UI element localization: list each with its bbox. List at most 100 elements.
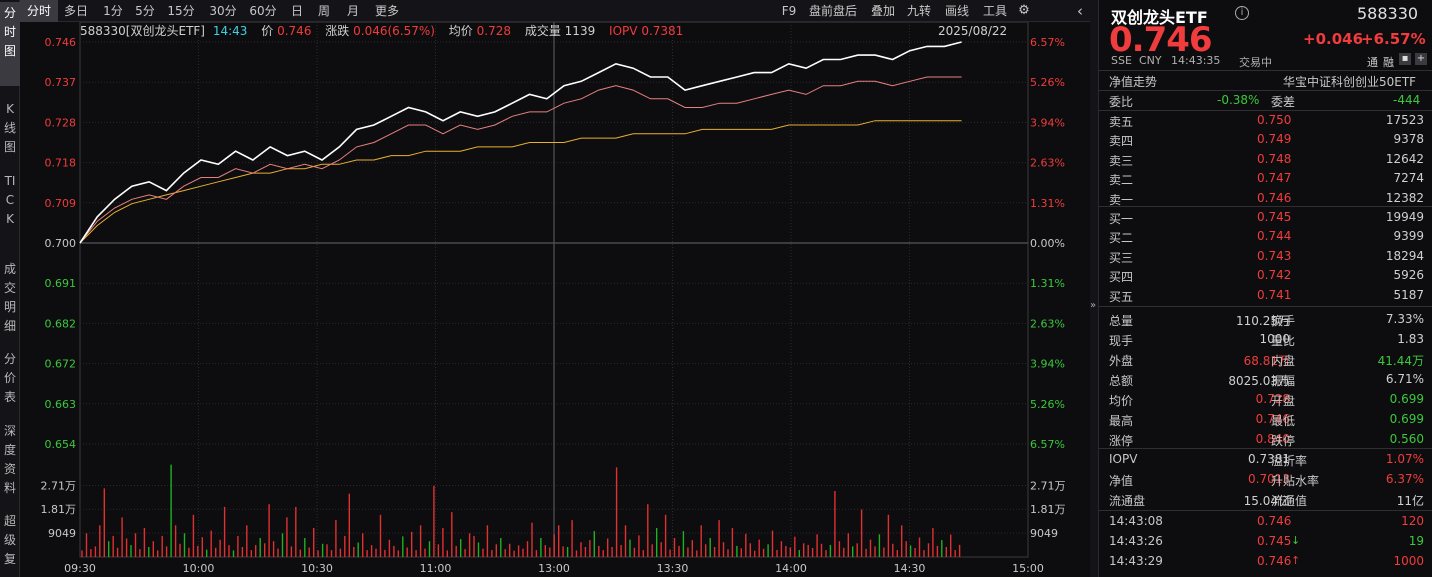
stat-label: 最高 — [1109, 414, 1134, 428]
meta-item: 14:43:35 — [1171, 54, 1221, 67]
tool-3-button[interactable]: 九转 — [906, 4, 931, 18]
big-change-pct: +6.57% — [1361, 30, 1426, 48]
stat-value: 1000 — [1259, 332, 1290, 346]
stat-label: 升贴水率 — [1271, 474, 1320, 488]
volume-bars — [81, 464, 961, 557]
price-tick-label: 0.737 — [45, 76, 77, 89]
book-level-label: 卖二 — [1109, 173, 1134, 188]
panel-collapse-handle[interactable]: » — [1090, 0, 1098, 577]
timeshare-chart[interactable]: 0.746 6.57% 0.737 5.26% 0.728 3.94% 0.718 2.63%… — [20, 0, 1090, 577]
iopv-label: IOPV — [609, 24, 638, 38]
period-8-button[interactable]: 周 — [317, 4, 330, 18]
vtab-super[interactable]: 超级复 — [3, 514, 16, 566]
book-price[interactable]: 0.746 — [1257, 190, 1292, 205]
vtab-trade-detail[interactable]: 成交明细 — [3, 262, 16, 333]
avg-price-line — [79, 120, 962, 244]
code-name: 588330[双创龙头ETF] — [80, 24, 205, 38]
vtab-depth-info[interactable]: 深度资料 — [3, 424, 16, 495]
time-tick-label: 15:00 — [1012, 562, 1044, 575]
stat-label: 溢折率 — [1271, 454, 1308, 468]
stat-label: 量比 — [1271, 334, 1296, 348]
period-0-button[interactable]: 分时 — [20, 0, 58, 22]
volume-value: 1139 — [564, 24, 596, 38]
book-volume: 17523 — [1385, 113, 1424, 127]
book-price[interactable]: 0.741 — [1257, 287, 1292, 302]
book-level-label: 买五 — [1109, 289, 1134, 304]
vtab-price-table[interactable]: 分价表 — [3, 352, 16, 404]
price-tick-label: 0.691 — [45, 277, 77, 290]
book-price[interactable]: 0.750 — [1257, 113, 1292, 127]
period-4-button[interactable]: 15分 — [167, 4, 195, 18]
vtab-timeshare[interactable]: 分时图 — [0, 2, 20, 86]
stat-label: 净值 — [1109, 474, 1134, 488]
stat-value: 6.71% — [1385, 372, 1424, 386]
book-volume: 5187 — [1393, 287, 1424, 302]
book-level-label: 卖四 — [1109, 134, 1134, 149]
stat-value: 41.44万 — [1377, 354, 1424, 368]
plus-icon[interactable]: + — [1415, 53, 1427, 65]
period-3-button[interactable]: 5分 — [135, 4, 155, 18]
period-6-button[interactable]: 60分 — [249, 4, 277, 18]
stat-label: 总额 — [1109, 374, 1134, 388]
book-volume: 5926 — [1393, 268, 1424, 283]
chevron-left-icon[interactable]: ‹ — [1077, 2, 1083, 20]
book-price[interactable]: 0.743 — [1257, 248, 1292, 263]
book-price[interactable]: 0.744 — [1257, 229, 1292, 244]
period-toolbar: 分时 多日 1分 5分 15分 30分 60分日周 月 更多 F9 盘前盘后 叠加 九转 画线 工具 ⚙ ‹ — [20, 0, 1090, 22]
book-price[interactable]: 0.742 — [1257, 268, 1292, 283]
stat-label: IOPV — [1109, 452, 1138, 466]
pct-tick-label: 1.31% — [1030, 197, 1065, 210]
book-price[interactable]: 0.745 — [1257, 210, 1292, 224]
avg-label: 均价 — [448, 24, 473, 38]
tool-2-button[interactable]: 叠加 — [870, 4, 895, 18]
security-code: 588330 — [1357, 4, 1419, 23]
book-volume: 9399 — [1393, 229, 1424, 244]
meta-badge[interactable]: 通 — [1367, 56, 1378, 69]
book-level-label: 卖五 — [1109, 115, 1134, 129]
nav-trend-link[interactable]: 净值走势 — [1109, 75, 1158, 89]
stat-label: 流通值 — [1271, 494, 1308, 508]
period-9-button[interactable]: 月 — [346, 4, 359, 18]
vol-tick-label-right: 1.81万 — [1030, 503, 1066, 516]
tool-0-button[interactable]: F9 — [781, 4, 797, 18]
axis-labels: 0.746 6.57% 0.737 5.26% 0.728 3.94% 0.718 2.63%… — [41, 36, 1066, 575]
book-price[interactable]: 0.748 — [1257, 151, 1292, 166]
vtab-tick[interactable]: TICK — [4, 174, 16, 226]
period-10-button[interactable]: 更多 — [374, 4, 399, 18]
period-5-button[interactable]: 30分 — [209, 4, 237, 18]
tick-price: 0.746 — [1257, 514, 1292, 528]
time-tick-label: 14:30 — [894, 562, 926, 575]
minus-icon[interactable]: ▪ — [1399, 53, 1411, 65]
price-tick-label: 0.654 — [45, 438, 77, 451]
tool-4-button[interactable]: 画线 — [944, 4, 969, 18]
book-price[interactable]: 0.749 — [1257, 132, 1292, 147]
book-price[interactable]: 0.747 — [1257, 171, 1292, 186]
vtab-kline[interactable]: K线图 — [3, 102, 16, 154]
price-label: 价 — [261, 24, 274, 38]
book-volume: 18294 — [1385, 248, 1424, 263]
time-tick-label: 13:00 — [538, 562, 570, 575]
pct-tick-label: 3.94% — [1030, 358, 1065, 371]
stat-value: 15.04亿 — [1243, 494, 1290, 508]
book-level-label: 买三 — [1109, 250, 1134, 265]
stat-label: 内盘 — [1271, 354, 1296, 368]
chevron-right-icon: » — [1090, 300, 1097, 311]
stat-value: 11亿 — [1396, 494, 1424, 508]
period-2-button[interactable]: 1分 — [103, 4, 123, 18]
book-volume: 7274 — [1393, 171, 1424, 186]
iopv-value: 0.7381 — [641, 24, 684, 38]
info-time: 14:43 — [212, 24, 248, 38]
settings-icon[interactable]: ⚙ — [1018, 3, 1030, 18]
info-icon[interactable]: i — [1235, 6, 1249, 20]
period-7-button[interactable]: 日 — [290, 4, 303, 18]
time-tick-label: 11:00 — [420, 562, 452, 575]
price-tick-label: 0.672 — [45, 358, 77, 371]
tool-5-button[interactable]: 工具 — [982, 4, 1007, 18]
meta-badge[interactable]: 融 — [1383, 56, 1394, 69]
time-tick-label: 09:30 — [64, 562, 96, 575]
period-1-button[interactable]: 多日 — [63, 4, 88, 18]
stat-value: 0.840 — [1255, 432, 1290, 446]
stat-value: 0.699 — [1389, 392, 1424, 406]
book-volume: 12642 — [1385, 151, 1424, 166]
tool-1-button[interactable]: 盘前盘后 — [808, 4, 857, 18]
